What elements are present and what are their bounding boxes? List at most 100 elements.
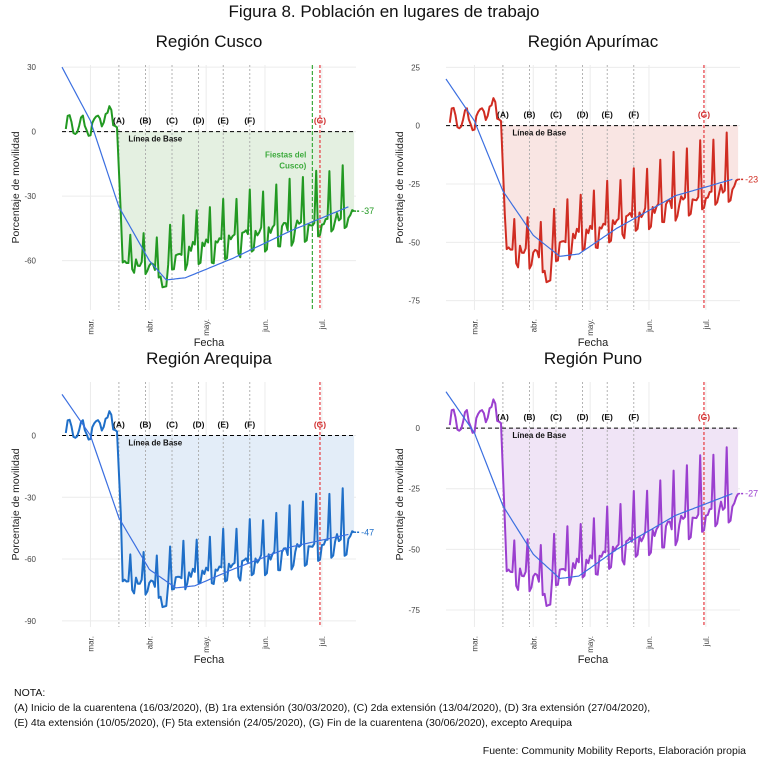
notes-line-1: (A) Inicio de la cuarentena (16/03/2020)… bbox=[14, 702, 651, 714]
apurimac-series-line bbox=[448, 97, 739, 284]
puno-marker-label-6: (G) bbox=[698, 412, 710, 422]
chart-panel-puno: Región Puno 0 -25 -50 -75 mar. abr. may. jun. jul… bbox=[384, 342, 768, 687]
puno-marker-label-0: (A) bbox=[497, 412, 509, 422]
apurimac-xtick-3: jun. bbox=[645, 319, 654, 333]
apurimac-trend-line bbox=[445, 78, 733, 257]
apurimac-xtick-1: abr. bbox=[529, 319, 538, 332]
apurimac-ylabel: Porcentaje de movilidad bbox=[394, 131, 406, 243]
puno-trend-line bbox=[445, 391, 733, 580]
chart-apurimac: Región Apurímac 25 0 -25 -50 -75 mar. abr. may. j… bbox=[394, 32, 758, 349]
apurimac-ytick-4: -75 bbox=[408, 297, 420, 306]
figure-title: Figura 8. Población en lugares de trabaj… bbox=[228, 2, 540, 21]
cusco-ytick-2: -30 bbox=[24, 192, 36, 201]
apurimac-title: Región Apurímac bbox=[528, 32, 659, 51]
apurimac-ytick-1: 0 bbox=[416, 122, 421, 131]
apurimac-marker-label-0: (A) bbox=[497, 110, 509, 120]
cusco-xtick-1: abr. bbox=[145, 319, 154, 332]
puno-xtick-4: jul. bbox=[702, 636, 711, 647]
cusco-xtick-2: may. bbox=[202, 319, 211, 336]
arequipa-marker-label-3: (D) bbox=[193, 420, 205, 430]
arequipa-xlabel: Fecha bbox=[194, 654, 225, 666]
puno-xtick-0: mar. bbox=[470, 636, 479, 652]
arequipa-trend-line bbox=[61, 394, 349, 589]
cusco-marker-label-0: (A) bbox=[113, 116, 125, 126]
notes-line-2: (E) 4ta extensión (10/05/2020), (F) 5ta … bbox=[14, 717, 573, 729]
apurimac-marker-label-3: (D) bbox=[577, 110, 589, 120]
puno-xtick-1: abr. bbox=[529, 636, 538, 649]
apurimac-ytick-3: -50 bbox=[408, 238, 420, 247]
chart-panel-arequipa: Región Arequipa 0 -30 -60 -90 mar. abr. may. jun… bbox=[0, 342, 384, 687]
arequipa-marker-label-0: (A) bbox=[113, 420, 125, 430]
apurimac-xtick-2: may. bbox=[586, 319, 595, 336]
arequipa-series-line bbox=[64, 410, 355, 609]
apurimac-marker-label-6: (G) bbox=[698, 110, 710, 120]
puno-ylabel: Porcentaje de movilidad bbox=[394, 448, 406, 560]
arequipa-ylabel: Porcentaje de movilidad bbox=[10, 448, 22, 560]
arequipa-xtick-4: jul. bbox=[318, 636, 327, 647]
puno-xtick-2: may. bbox=[586, 636, 595, 653]
apurimac-end-label: -23 bbox=[745, 174, 758, 184]
arequipa-ytick-3: -90 bbox=[24, 617, 36, 626]
puno-xtick-3: jun. bbox=[645, 636, 654, 650]
apurimac-marker-label-1: (B) bbox=[524, 110, 536, 120]
arequipa-ytick-1: -30 bbox=[24, 493, 36, 502]
cusco-marker-label-1: (B) bbox=[140, 116, 152, 126]
cusco-extra-label-0: Fiestas del bbox=[265, 150, 306, 159]
puno-xlabel: Fecha bbox=[578, 654, 609, 666]
arequipa-xtick-1: abr. bbox=[145, 636, 154, 649]
puno-ytick-3: -75 bbox=[408, 606, 420, 615]
arequipa-marker-label-4: (E) bbox=[218, 420, 230, 430]
puno-shaded-area bbox=[502, 428, 739, 606]
cusco-xtick-3: jun. bbox=[261, 319, 270, 333]
puno-marker-label-3: (D) bbox=[577, 412, 589, 422]
chart-puno: Región Puno 0 -25 -50 -75 mar. abr. may. jun. jul… bbox=[394, 349, 758, 666]
cusco-ytick-1: 0 bbox=[32, 128, 37, 137]
apurimac-shaded-area bbox=[502, 125, 739, 283]
cusco-end-label: -37 bbox=[361, 206, 374, 216]
puno-marker-label-5: (F) bbox=[628, 412, 639, 422]
arequipa-xtick-2: may. bbox=[202, 636, 211, 653]
puno-marker-label-1: (B) bbox=[524, 412, 536, 422]
puno-title: Región Puno bbox=[544, 349, 642, 368]
puno-marker-label-2: (C) bbox=[550, 412, 562, 422]
cusco-xtick-0: mar. bbox=[86, 319, 95, 335]
cusco-xlabel: Fecha bbox=[194, 337, 225, 349]
apurimac-marker-label-4: (E) bbox=[602, 110, 614, 120]
arequipa-marker-label-1: (B) bbox=[140, 420, 152, 430]
chart-panel-cusco: Región Cusco 30 0 -30 -60 mar. abr. may. jun. jul… bbox=[0, 25, 384, 370]
arequipa-title: Región Arequipa bbox=[146, 349, 272, 368]
arequipa-ytick-0: 0 bbox=[32, 432, 37, 441]
apurimac-xtick-0: mar. bbox=[470, 319, 479, 335]
arequipa-ytick-2: -60 bbox=[24, 555, 36, 564]
arequipa-shaded-area bbox=[118, 435, 355, 608]
chart-panel-apurimac: Región Apurímac 25 0 -25 -50 -75 mar. abr. may. j… bbox=[384, 25, 768, 370]
cusco-marker-label-2: (C) bbox=[166, 116, 178, 126]
cusco-ytick-3: -60 bbox=[24, 257, 36, 266]
source-note: Fuente: Community Mobility Reports, Elab… bbox=[482, 745, 746, 757]
notes-heading: NOTA: bbox=[14, 687, 46, 699]
puno-ytick-2: -50 bbox=[408, 545, 420, 554]
cusco-xtick-4: jul. bbox=[318, 319, 327, 330]
apurimac-baseline-label: Línea de Base bbox=[512, 129, 566, 138]
arequipa-marker-label-6: (G) bbox=[314, 420, 326, 430]
cusco-marker-label-4: (E) bbox=[218, 116, 230, 126]
cusco-baseline-label: Línea de Base bbox=[128, 135, 182, 144]
apurimac-marker-label-2: (C) bbox=[550, 110, 562, 120]
puno-baseline-label: Línea de Base bbox=[512, 431, 566, 440]
arequipa-marker-label-2: (C) bbox=[166, 420, 178, 430]
apurimac-marker-label-5: (F) bbox=[628, 110, 639, 120]
apurimac-xtick-4: jul. bbox=[702, 319, 711, 330]
chart-cusco: Región Cusco 30 0 -30 -60 mar. abr. may. jun. jul… bbox=[10, 32, 374, 349]
chart-arequipa: Región Arequipa 0 -30 -60 -90 mar. abr. may. jun… bbox=[10, 349, 374, 666]
cusco-ytick-0: 30 bbox=[27, 63, 36, 72]
cusco-shaded-area bbox=[118, 131, 355, 288]
arequipa-baseline-label: Línea de Base bbox=[128, 439, 182, 448]
arequipa-xtick-3: jun. bbox=[261, 636, 270, 650]
apurimac-xlabel: Fecha bbox=[578, 337, 609, 349]
arequipa-marker-label-5: (F) bbox=[244, 420, 255, 430]
puno-ytick-0: 0 bbox=[416, 424, 421, 433]
arequipa-xtick-0: mar. bbox=[86, 636, 95, 652]
puno-end-label: -27 bbox=[745, 489, 758, 499]
cusco-extra-label-1: Cusco) bbox=[279, 161, 306, 170]
cusco-ylabel: Porcentaje de movilidad bbox=[10, 131, 22, 243]
